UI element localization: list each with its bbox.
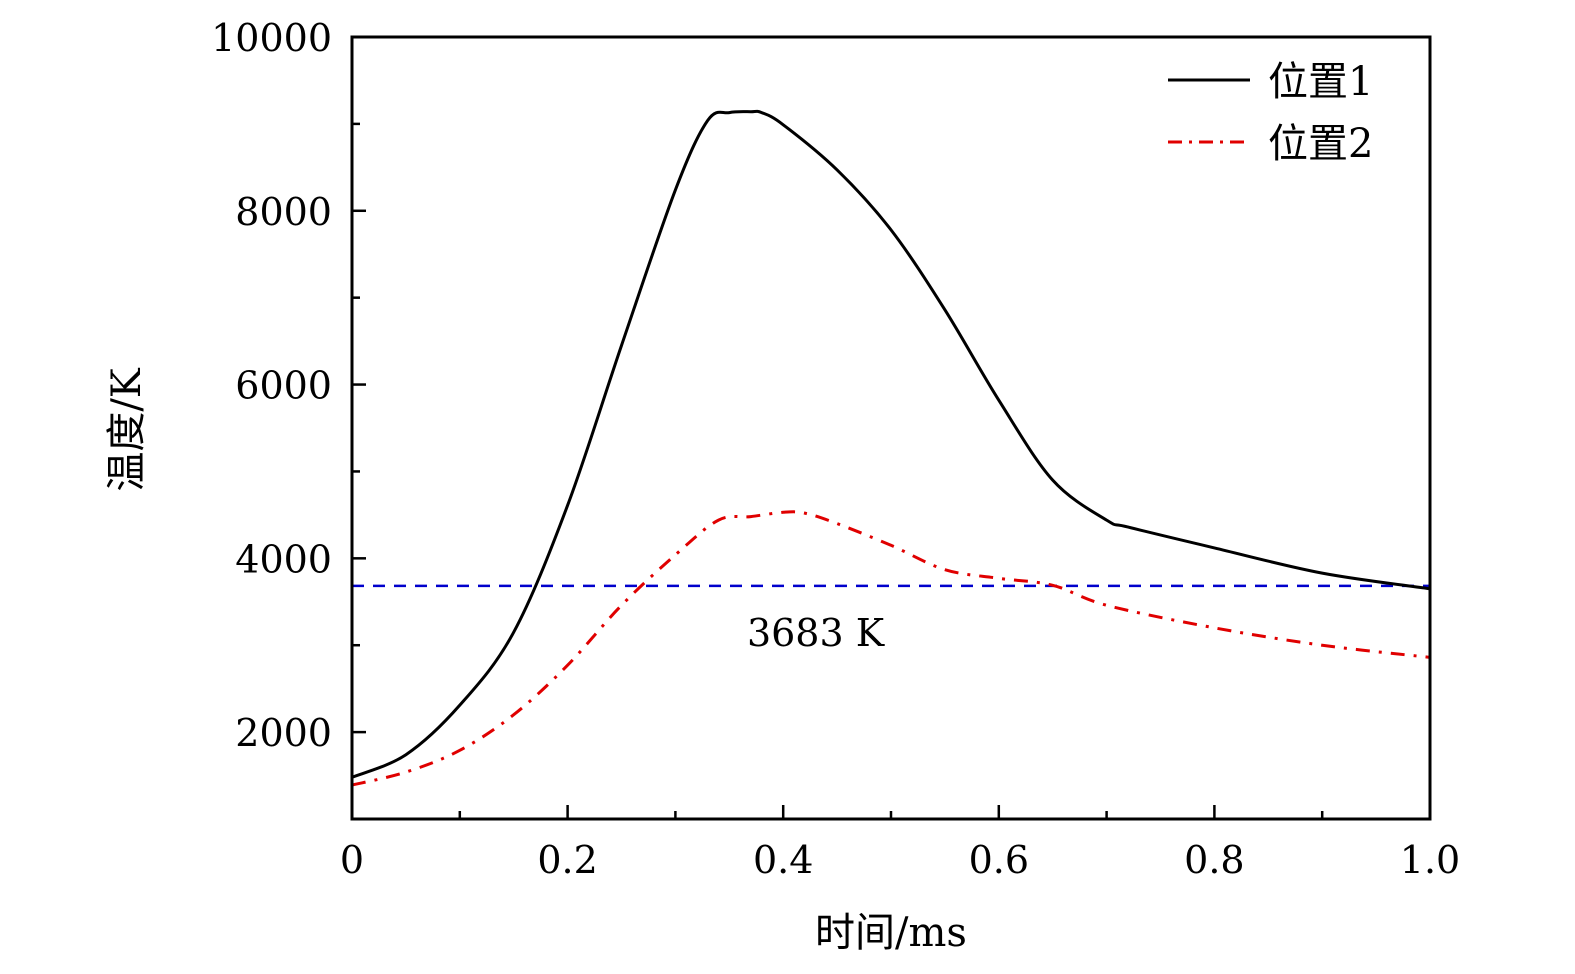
- x-tick-label: 0: [340, 838, 364, 882]
- x-tick-label: 0.8: [1184, 838, 1244, 882]
- x-axis-title: 时间/ms: [815, 910, 967, 956]
- y-tick-label: 4000: [235, 537, 332, 581]
- plot-area: [351, 109, 1431, 787]
- y-tick-label: 6000: [235, 364, 332, 408]
- series-line-2: [351, 510, 1431, 787]
- x-tick-label: 0.4: [753, 838, 813, 882]
- series-line-1: [351, 109, 1431, 779]
- x-tick-label: 1.0: [1400, 838, 1460, 882]
- y-tick-label: 2000: [235, 711, 332, 755]
- legend: 位置1 位置2: [1168, 59, 1373, 167]
- y-axis-title: 温度/K: [104, 367, 150, 491]
- legend-label-series-2: 位置2: [1268, 121, 1373, 167]
- x-tick-label: 0.6: [969, 838, 1029, 882]
- x-tick-label: 0.2: [537, 838, 597, 882]
- y-tick-label: 8000: [235, 190, 332, 234]
- legend-label-series-1: 位置1: [1268, 59, 1373, 105]
- y-tick-label: 10000: [211, 16, 332, 60]
- reference-line-label: 3683 K: [747, 611, 885, 655]
- tick-labels: 0 0.2 0.4 0.6 0.8 1.0 2000 4000 6000 8000 10000: [211, 16, 1460, 882]
- plot-frame: [350, 35, 1432, 821]
